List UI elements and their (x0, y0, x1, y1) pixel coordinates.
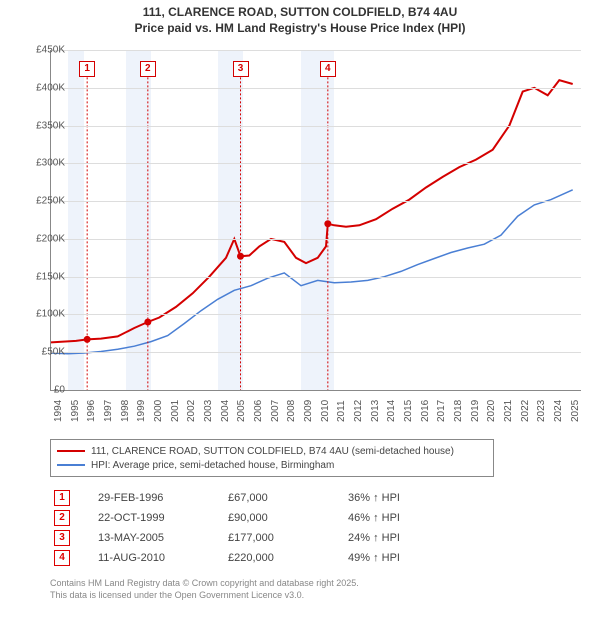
legend-label: HPI: Average price, semi-detached house,… (91, 460, 334, 471)
y-tick-label: £150K (36, 271, 65, 282)
x-tick-label: 2019 (470, 400, 481, 422)
sale-price: £67,000 (228, 492, 348, 504)
sale-marker: 1 (79, 61, 95, 77)
gridline (51, 88, 581, 89)
x-tick-label: 2014 (386, 400, 397, 422)
x-tick-label: 1998 (120, 400, 131, 422)
legend-swatch (57, 464, 85, 466)
sale-row: 3 13-MAY-2005£177,00024% ↑ HPI (50, 528, 550, 548)
title-line1: 111, CLARENCE ROAD, SUTTON COLDFIELD, B7… (0, 4, 600, 20)
legend-label: 111, CLARENCE ROAD, SUTTON COLDFIELD, B7… (91, 446, 454, 457)
sale-row: 4 11-AUG-2010£220,00049% ↑ HPI (50, 548, 550, 568)
gridline (51, 352, 581, 353)
gridline (51, 50, 581, 51)
sale-pct: 36% ↑ HPI (348, 492, 550, 504)
y-tick-label: £200K (36, 233, 65, 244)
gridline (51, 201, 581, 202)
x-tick-label: 1999 (136, 400, 147, 422)
x-tick-label: 2012 (353, 400, 364, 422)
legend-item: HPI: Average price, semi-detached house,… (57, 458, 487, 472)
sale-index: 4 (54, 550, 70, 566)
x-tick-label: 2010 (320, 400, 331, 422)
y-tick-label: £250K (36, 196, 65, 207)
gridline (51, 163, 581, 164)
x-tick-label: 1994 (53, 400, 64, 422)
series-price_paid (51, 80, 573, 342)
x-tick-label: 2006 (253, 400, 264, 422)
x-tick-label: 2021 (503, 400, 514, 422)
legend-item: 111, CLARENCE ROAD, SUTTON COLDFIELD, B7… (57, 444, 487, 458)
x-tick-label: 1997 (103, 400, 114, 422)
sale-pct: 49% ↑ HPI (348, 552, 550, 564)
x-tick-label: 1995 (70, 400, 81, 422)
y-tick-label: £100K (36, 309, 65, 320)
gridline (51, 277, 581, 278)
y-tick-label: £450K (36, 45, 65, 56)
x-tick-label: 2004 (220, 400, 231, 422)
x-tick-label: 2025 (570, 400, 581, 422)
sales-table: 1 29-FEB-1996£67,00036% ↑ HPI 2 22-OCT-1999… (50, 488, 550, 568)
x-tick-label: 2018 (453, 400, 464, 422)
sale-date: 22-OCT-1999 (98, 512, 228, 524)
y-tick-label: £400K (36, 82, 65, 93)
sale-index: 3 (54, 530, 70, 546)
sale-price: £90,000 (228, 512, 348, 524)
footer: Contains HM Land Registry data © Crown c… (50, 578, 570, 601)
sale-date: 13-MAY-2005 (98, 532, 228, 544)
chart-title: 111, CLARENCE ROAD, SUTTON COLDFIELD, B7… (0, 0, 600, 36)
x-tick-label: 2022 (520, 400, 531, 422)
sale-date: 11-AUG-2010 (98, 552, 228, 564)
series-hpi (51, 190, 573, 354)
y-tick-label: £50K (42, 347, 65, 358)
x-tick-label: 2007 (270, 400, 281, 422)
x-tick-label: 1996 (86, 400, 97, 422)
x-tick-label: 2016 (420, 400, 431, 422)
sale-pct: 46% ↑ HPI (348, 512, 550, 524)
footer-line1: Contains HM Land Registry data © Crown c… (50, 578, 570, 590)
sale-index: 1 (54, 490, 70, 506)
title-line2: Price paid vs. HM Land Registry's House … (0, 20, 600, 36)
x-tick-label: 2024 (553, 400, 564, 422)
x-tick-label: 2001 (170, 400, 181, 422)
x-tick-label: 2003 (203, 400, 214, 422)
sale-marker: 2 (140, 61, 156, 77)
sale-price: £220,000 (228, 552, 348, 564)
x-tick-label: 2020 (486, 400, 497, 422)
sale-marker: 4 (320, 61, 336, 77)
gridline (51, 314, 581, 315)
x-tick-label: 2013 (370, 400, 381, 422)
x-tick-label: 2008 (286, 400, 297, 422)
chart-svg (51, 50, 581, 390)
chart-area: 1 2 3 4 (50, 50, 581, 391)
x-tick-label: 2015 (403, 400, 414, 422)
x-tick-label: 2009 (303, 400, 314, 422)
sale-index: 2 (54, 510, 70, 526)
y-tick-label: £350K (36, 120, 65, 131)
x-axis: 1994 1995 1996 1997 1998 1999 2000 2001 2002 2003… (50, 392, 580, 437)
gridline (51, 126, 581, 127)
y-tick-label: £300K (36, 158, 65, 169)
legend-swatch (57, 450, 85, 452)
gridline (51, 239, 581, 240)
x-tick-label: 2000 (153, 400, 164, 422)
x-tick-label: 2011 (336, 400, 347, 422)
x-tick-label: 2017 (436, 400, 447, 422)
sale-price: £177,000 (228, 532, 348, 544)
footer-line2: This data is licensed under the Open Gov… (50, 590, 570, 602)
sale-date: 29-FEB-1996 (98, 492, 228, 504)
y-tick-label: £0 (54, 385, 65, 396)
sale-row: 1 29-FEB-1996£67,00036% ↑ HPI (50, 488, 550, 508)
legend: 111, CLARENCE ROAD, SUTTON COLDFIELD, B7… (50, 439, 494, 477)
x-tick-label: 2023 (536, 400, 547, 422)
x-tick-label: 2005 (236, 400, 247, 422)
sale-pct: 24% ↑ HPI (348, 532, 550, 544)
x-tick-label: 2002 (186, 400, 197, 422)
sale-marker: 3 (233, 61, 249, 77)
page: 111, CLARENCE ROAD, SUTTON COLDFIELD, B7… (0, 0, 600, 620)
sale-row: 2 22-OCT-1999£90,00046% ↑ HPI (50, 508, 550, 528)
